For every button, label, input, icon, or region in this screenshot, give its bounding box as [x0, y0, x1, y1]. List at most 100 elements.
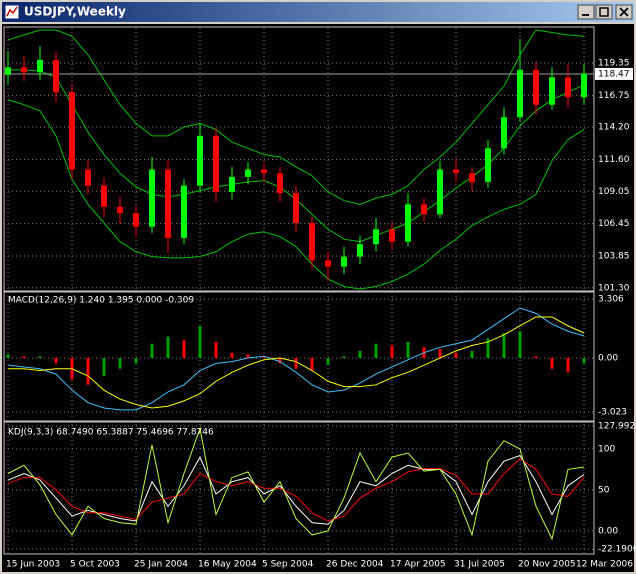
candle-body — [405, 204, 411, 242]
histogram-bar — [310, 358, 314, 371]
histogram-bar — [118, 358, 122, 369]
histogram-bar — [102, 358, 106, 376]
x-tick-label: 31 Jul 2005 — [454, 560, 505, 570]
histogram-bar — [390, 345, 394, 359]
histogram-bar — [198, 325, 202, 359]
y-tick-label: 114.20 — [598, 123, 630, 133]
histogram-bar — [278, 358, 282, 364]
x-tick-label: 26 Dec 2004 — [326, 560, 384, 570]
histogram-bar — [438, 349, 442, 359]
candle-body — [245, 169, 251, 177]
window-icon-glyph — [6, 6, 18, 17]
y-tick-label: -22.1906 — [598, 545, 636, 555]
maximize-button[interactable] — [595, 4, 613, 20]
band-upper — [7, 29, 585, 205]
y-tick-label: 3.306 — [598, 294, 624, 304]
candle-body — [453, 169, 459, 174]
histogram-bar — [374, 343, 378, 359]
candle-body — [549, 77, 555, 105]
histogram-bar — [182, 340, 186, 359]
histogram-bar — [502, 333, 506, 359]
window-buttons[interactable] — [577, 4, 633, 20]
candle-body — [21, 67, 27, 73]
histogram-bar — [358, 350, 362, 359]
candle-body — [261, 169, 267, 174]
histogram-bar — [246, 354, 250, 359]
x-tick-label: 20 Nov 2005 — [518, 560, 576, 570]
y-tick-label: 103.85 — [598, 252, 630, 262]
histogram-bar — [326, 358, 330, 366]
kdj-line — [7, 426, 585, 541]
candle-body — [69, 92, 75, 170]
current-price-box — [595, 67, 633, 80]
histogram-bar — [294, 358, 298, 369]
y-tick-label: 0.00 — [598, 354, 618, 364]
histogram-bar — [22, 356, 26, 359]
y-tick-label: 116.75 — [598, 91, 630, 101]
candle-body — [213, 135, 219, 192]
histogram-bar — [86, 358, 90, 385]
y-tick-label: 127.9923 — [598, 422, 636, 432]
minimize-button[interactable] — [577, 4, 595, 20]
candle-body — [437, 169, 443, 215]
histogram-bar — [6, 354, 10, 359]
histogram-bar — [166, 336, 170, 359]
candle-body — [357, 244, 363, 257]
histogram-bar — [406, 341, 410, 359]
x-tick-label: 5 Sep 2004 — [262, 560, 314, 570]
candle-body — [149, 169, 155, 227]
macd-line — [7, 307, 585, 411]
title-bar — [2, 2, 634, 22]
y-tick-label: 101.30 — [598, 283, 630, 293]
candle-body — [565, 77, 571, 98]
candle-body — [533, 69, 539, 105]
candle-body — [469, 173, 475, 182]
y-tick-label: 50 — [598, 485, 610, 495]
candle-body — [309, 223, 315, 261]
candle-body — [53, 59, 59, 93]
candle-body — [581, 73, 587, 98]
histogram-bar — [38, 356, 42, 359]
histogram-bar — [470, 350, 474, 359]
y-tick-label: 111.60 — [598, 155, 630, 165]
y-tick-label: 106.45 — [598, 219, 630, 229]
histogram-bar — [214, 341, 218, 359]
current-price-label: 118.47 — [598, 69, 630, 79]
candle-body — [293, 193, 299, 224]
candle-body — [133, 213, 139, 227]
x-tick-label: 25 Jan 2004 — [134, 560, 188, 570]
candle-body — [501, 117, 507, 149]
histogram-bar — [134, 358, 138, 364]
histogram-bar — [582, 358, 586, 364]
kdj-line — [7, 458, 585, 522]
histogram-bar — [262, 356, 266, 359]
candle-body — [373, 229, 379, 245]
candle-body — [421, 204, 427, 215]
macd-label: MACD(12,26,9) 1.240 1.395 0.000 -0.309 — [8, 296, 194, 306]
candle-body — [485, 148, 491, 182]
y-tick-label: -3.023 — [598, 408, 627, 418]
x-tick-label: 12 Mar 2006 — [576, 560, 633, 570]
histogram-bar — [342, 356, 346, 359]
y-tick-label: 119.35 — [598, 58, 630, 68]
candle-body — [101, 185, 107, 207]
macd-pane-border — [3, 291, 595, 422]
band-lower — [7, 99, 585, 290]
candle-body — [277, 173, 283, 194]
candle-body — [37, 59, 43, 73]
candle-body — [229, 176, 235, 192]
candle-body — [325, 260, 331, 267]
close-glyph — [619, 7, 629, 17]
histogram-bar — [230, 352, 234, 359]
histogram-bar — [566, 358, 570, 373]
x-tick-label: 5 Oct 2003 — [70, 560, 120, 570]
histogram-bar — [54, 358, 58, 364]
histogram-bar — [454, 352, 458, 359]
candle-body — [517, 69, 523, 118]
x-tick-label: 15 Jun 2003 — [6, 560, 60, 570]
histogram-bar — [486, 338, 490, 359]
candle-body — [5, 67, 11, 75]
y-tick-label: 100 — [598, 444, 615, 454]
histogram-bar — [150, 343, 154, 359]
